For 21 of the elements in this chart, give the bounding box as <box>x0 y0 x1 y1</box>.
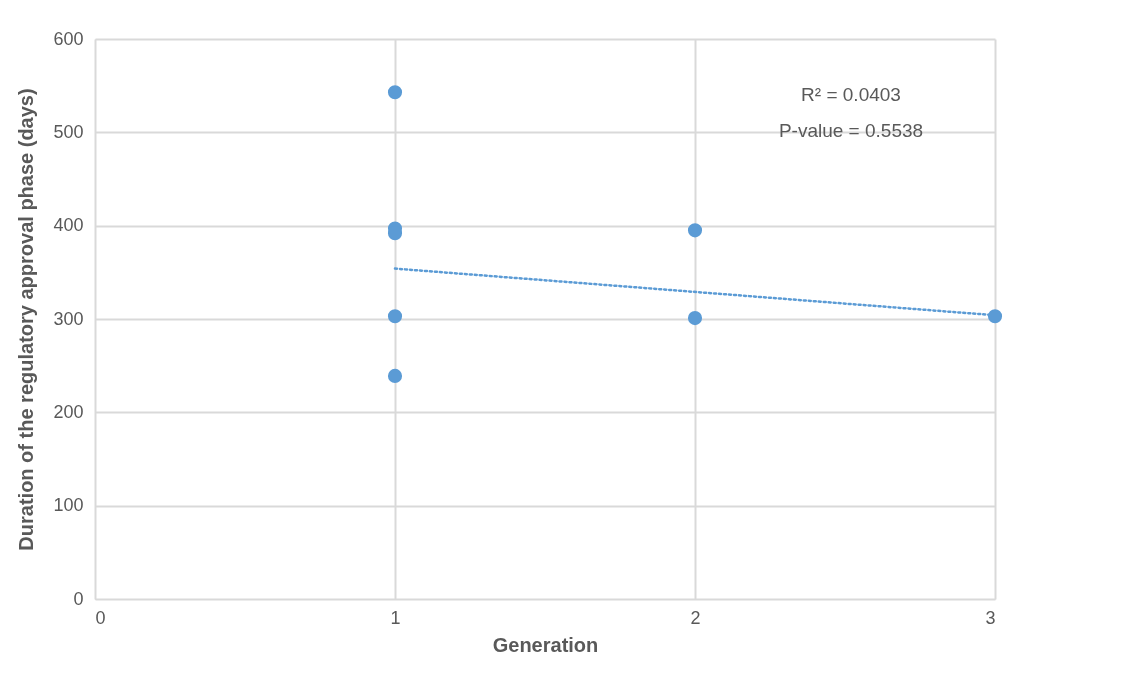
annotation: R² = 0.0403 <box>801 84 901 105</box>
point <box>387 309 403 324</box>
point <box>987 309 1003 324</box>
y-tick-label: 0 <box>73 588 84 609</box>
point <box>387 85 403 100</box>
annotation: P-value = 0.5538 <box>778 120 924 141</box>
x-tick-label: 3 <box>985 607 996 628</box>
point <box>687 311 703 326</box>
y-axis-title: Duration of the regulatory approval phase (days) <box>15 88 38 551</box>
y-tick-label: 400 <box>53 215 84 236</box>
y-tick-label: 500 <box>53 121 84 142</box>
y-tick-label: 300 <box>53 308 84 329</box>
x-tick-label: 2 <box>690 607 701 628</box>
x-tick-label: 1 <box>390 607 401 628</box>
point <box>387 368 403 383</box>
x-tick-label: 0 <box>95 607 106 628</box>
x-axis-title: Generation <box>492 633 599 656</box>
y-tick-label: 600 <box>53 28 84 49</box>
y-tick-label: 100 <box>53 495 84 516</box>
point <box>687 223 703 238</box>
y-tick-label: 200 <box>53 401 84 422</box>
